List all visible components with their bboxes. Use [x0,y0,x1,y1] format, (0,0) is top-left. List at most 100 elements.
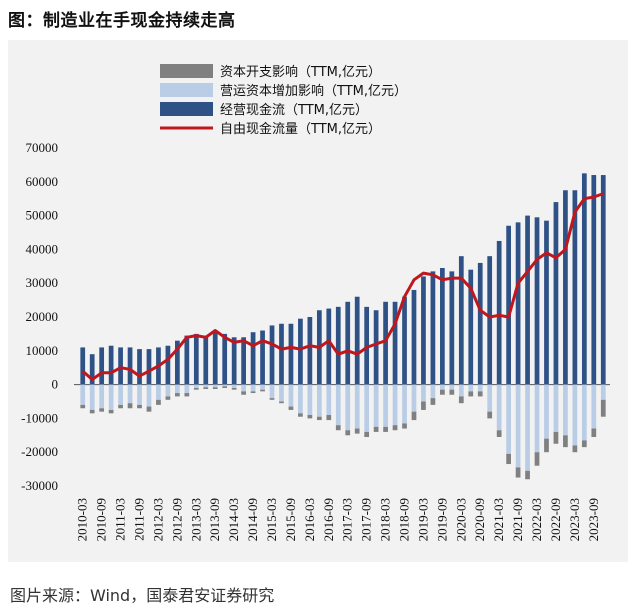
line-series [81,192,604,381]
x-tick-label: 2019-03 [415,498,430,541]
bar-operating-cash-flow [373,310,379,385]
bar-operating-cash-flow [383,301,388,385]
bar-working-capital [118,384,123,405]
bar-working-capital [269,384,275,399]
bar-capex [383,426,388,432]
bar-operating-cash-flow [354,296,360,385]
bar-capex [449,389,455,395]
x-tick-label: 2011-03 [113,498,128,541]
bar-working-capital [165,384,171,397]
bar-working-capital [335,384,341,426]
bar-working-capital [193,384,199,388]
bar-working-capital [392,384,398,426]
bar-working-capital [440,384,445,390]
bar-capex [146,406,152,412]
bar-operating-cash-flow [364,306,370,385]
x-tick-label: 2015-09 [283,498,298,541]
x-tick-label: 2022-03 [529,498,544,541]
bar-operating-cash-flow [600,175,606,385]
bar-working-capital [345,384,351,431]
bar-operating-cash-flow [525,215,530,385]
bar-working-capital [354,384,360,429]
bar-capex [203,387,209,389]
bar-capex [392,425,398,431]
bar-operating-cash-flow [269,325,275,385]
bar-capex [402,423,407,429]
bar-operating-cash-flow [421,276,426,385]
bar-working-capital [591,384,597,429]
bar-working-capital [156,384,161,400]
bar-operating-cash-flow [506,225,511,385]
bar-operating-cash-flow [572,190,578,385]
legend-label: 经营现金流（TTM,亿元） [220,102,368,118]
bar-working-capital [316,384,322,417]
x-tick-label: 2022-09 [548,498,563,541]
bar-working-capital [581,384,587,441]
bar-working-capital [175,384,180,394]
bar-working-capital [241,384,246,392]
bar-working-capital [288,384,294,407]
bar-capex [127,403,133,409]
line-free-cash-flow [81,192,604,381]
bar-operating-cash-flow [468,269,474,385]
bar-operating-cash-flow [137,349,142,385]
bar-capex [108,409,114,414]
bar-working-capital [184,384,190,394]
bar-operating-cash-flow [449,271,455,385]
bar-working-capital [203,384,209,388]
bar-capex [288,406,294,410]
bar-capex [156,399,161,405]
bar-capex [316,416,322,421]
bar-operating-cash-flow [241,337,246,385]
x-tick-label: 2011-09 [132,498,147,541]
bar-working-capital [468,384,474,392]
bar-operating-cash-flow [335,306,341,385]
bar-operating-cash-flow [175,340,180,385]
x-tick-label: 2023-09 [586,498,601,541]
bar-capex [421,401,426,410]
bar-working-capital [506,384,511,454]
bar-capex [335,425,341,431]
bar-capex [212,387,218,389]
y-tick-label: -30000 [21,478,58,493]
bar-capex [345,430,351,436]
bar-capex [487,411,493,419]
bar-operating-cash-flow [118,347,123,385]
x-tick-label: 2014-03 [226,498,241,541]
bar-working-capital [411,384,417,412]
bar-capex [581,440,587,448]
bar-capex [307,415,313,419]
bar-operating-cash-flow [99,347,105,385]
bar-capex [222,386,228,388]
bar-capex [553,431,559,444]
bar-capex [496,430,502,437]
bar-working-capital [89,384,95,410]
y-tick-label: 40000 [26,241,59,256]
bar-working-capital [449,384,455,390]
bar-operating-cash-flow [279,323,284,385]
bar-capex [354,428,360,434]
bar-working-capital [260,384,265,390]
bar-capex [250,391,256,394]
legend-label: 营运资本增加影响（TTM,亿元） [220,83,407,99]
bar-operating-cash-flow [193,333,199,385]
chart-background [8,40,628,562]
x-tick-label: 2012-03 [150,498,165,541]
bar-capex [137,404,142,409]
bar-operating-cash-flow [288,323,294,385]
bar-capex [544,438,549,453]
bar-working-capital [496,384,502,431]
x-tick-label: 2021-03 [491,498,506,541]
legend-swatch-bar [160,102,213,116]
bar-capex [260,389,265,392]
x-tick-label: 2013-09 [207,498,222,541]
bar-working-capital [534,384,540,453]
bar-capex [440,389,445,395]
bar-operating-cash-flow [165,345,171,385]
x-tick-label: 2010-09 [94,498,109,541]
bar-working-capital [279,384,284,402]
x-tick-label: 2010-03 [75,498,90,541]
bar-operating-cash-flow [231,337,237,385]
bar-operating-cash-flow [345,301,351,385]
bar-operating-cash-flow [392,301,398,385]
